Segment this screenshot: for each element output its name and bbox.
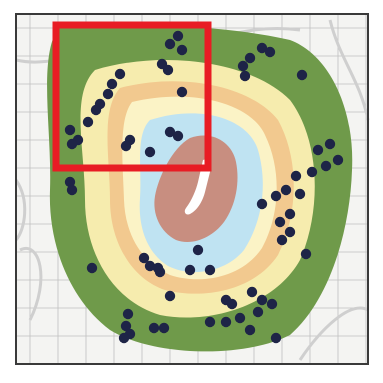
observation-point <box>176 44 188 56</box>
observation-point <box>152 262 164 274</box>
observation-point <box>118 332 130 344</box>
observation-point <box>122 308 134 320</box>
observation-point <box>290 170 302 182</box>
observation-point <box>256 198 268 210</box>
map-frame <box>15 13 369 365</box>
observation-point <box>294 188 306 200</box>
observation-point <box>114 68 126 80</box>
observation-point <box>148 322 160 334</box>
observation-point <box>239 70 251 82</box>
observation-point <box>66 184 78 196</box>
observation-point <box>64 176 76 188</box>
observation-point <box>66 138 78 150</box>
observation-point <box>138 252 150 264</box>
observation-point <box>252 306 264 318</box>
map-road <box>328 19 370 121</box>
observation-point <box>284 208 296 220</box>
observation-point <box>64 124 76 136</box>
observation-point <box>172 130 184 142</box>
observation-point <box>106 78 118 90</box>
observation-point <box>280 184 292 196</box>
map-road <box>19 246 43 321</box>
observation-point <box>176 86 188 98</box>
observation-point <box>184 264 196 276</box>
observation-point <box>120 320 132 332</box>
observation-point <box>120 140 132 152</box>
observation-point <box>82 116 94 128</box>
observation-point <box>300 248 312 260</box>
observation-point <box>244 324 256 336</box>
highlight-box <box>52 21 212 172</box>
observation-point <box>102 88 114 100</box>
observation-point <box>244 52 256 64</box>
observation-point <box>144 260 156 272</box>
observation-point <box>270 332 282 344</box>
observation-point <box>86 262 98 274</box>
observation-point <box>90 104 102 116</box>
observation-point <box>246 286 258 298</box>
observation-point <box>164 38 176 50</box>
observation-point <box>270 190 282 202</box>
observation-point <box>306 166 318 178</box>
map-road <box>298 306 369 361</box>
observation-point <box>332 154 344 166</box>
zone-core-gap <box>184 159 212 215</box>
observation-point <box>172 30 184 42</box>
observation-point <box>256 42 268 54</box>
zone-core <box>154 135 238 242</box>
observation-point <box>256 294 268 306</box>
observation-point <box>158 322 170 334</box>
zone-rings <box>47 24 353 352</box>
observation-point <box>192 244 204 256</box>
observation-point <box>204 264 216 276</box>
observation-point <box>234 312 246 324</box>
observation-point <box>324 138 336 150</box>
observation-point <box>312 144 324 156</box>
observation-point <box>320 160 332 172</box>
observation-point <box>164 126 176 138</box>
observation-point <box>284 226 296 238</box>
observation-point <box>276 234 288 246</box>
observation-point <box>266 298 278 310</box>
observation-point <box>296 69 308 81</box>
observation-point <box>164 290 176 302</box>
observation-point <box>220 316 232 328</box>
observation-point <box>162 64 174 76</box>
observation-point <box>204 316 216 328</box>
observation-point <box>237 60 249 72</box>
map-road <box>14 179 27 242</box>
observation-points <box>64 30 344 344</box>
observation-point <box>226 298 238 310</box>
observation-point <box>264 46 276 58</box>
observation-point <box>144 146 156 158</box>
observation-point <box>274 216 286 228</box>
